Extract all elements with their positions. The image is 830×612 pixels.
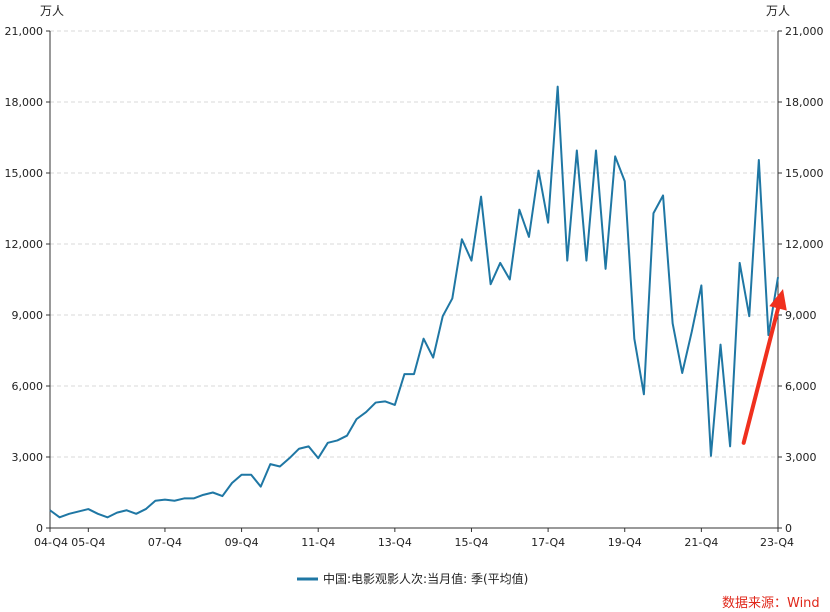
x-tick-label: 07-Q4 [148, 536, 182, 549]
arrow-shaft [741, 306, 781, 445]
y-tick-label-left: 6,000 [12, 380, 44, 393]
y-axis-right-ticks: 0 3,000 6,000 9,000 12,000 15,000 18,000 21,000 [778, 25, 824, 535]
y-tick-label-right: 12,000 [785, 238, 824, 251]
y-tick-label-left: 21,000 [5, 25, 44, 38]
x-tick-label: 19-Q4 [608, 536, 642, 549]
y-tick-label-left: 15,000 [5, 167, 44, 180]
legend-label: 中国:电影观影人次:当月值: 季(平均值) [323, 571, 528, 586]
arrow-head [769, 289, 787, 311]
trend-arrow [741, 289, 787, 445]
x-tick-label: 11-Q4 [301, 536, 335, 549]
y-tick-label-left: 3,000 [12, 451, 44, 464]
x-tick-label: 05-Q4 [71, 536, 105, 549]
y-axis-left-ticks: 0 3,000 6,000 9,000 12,000 15,000 18,000 21,000 [5, 25, 50, 535]
x-tick-label: 04-Q4 [34, 536, 68, 549]
series-line [49, 85, 779, 519]
y-tick-label-right: 9,000 [785, 309, 817, 322]
y-tick-label-left: 12,000 [5, 238, 44, 251]
x-tick-label: 23-Q4 [760, 536, 794, 549]
legend: 中国:电影观影人次:当月值: 季(平均值) [297, 571, 528, 586]
y-tick-label-right: 6,000 [785, 380, 817, 393]
x-tick-label: 21-Q4 [684, 536, 718, 549]
y-tick-label-right: 15,000 [785, 167, 824, 180]
y-tick-label-right: 0 [785, 522, 792, 535]
series-layer [49, 85, 779, 519]
source-label: 数据来源：Wind [722, 596, 820, 611]
unit-label-left: 万人 [40, 4, 64, 18]
y-tick-label-left: 9,000 [12, 309, 44, 322]
unit-label-right: 万人 [766, 4, 790, 18]
gridlines [50, 30, 778, 458]
y-tick-label-left: 0 [36, 522, 43, 535]
y-tick-label-right: 21,000 [785, 25, 824, 38]
y-tick-label-right: 3,000 [785, 451, 817, 464]
x-axis-ticks: 04-Q4 05-Q4 07-Q4 09-Q4 11-Q4 13-Q4 15-Q4 17-Q4… [34, 528, 794, 549]
x-tick-label: 17-Q4 [531, 536, 565, 549]
y-tick-label-left: 18,000 [5, 96, 44, 109]
y-tick-label-right: 18,000 [785, 96, 824, 109]
x-tick-label: 15-Q4 [454, 536, 488, 549]
x-tick-label: 09-Q4 [225, 536, 259, 549]
x-tick-label: 13-Q4 [378, 536, 412, 549]
